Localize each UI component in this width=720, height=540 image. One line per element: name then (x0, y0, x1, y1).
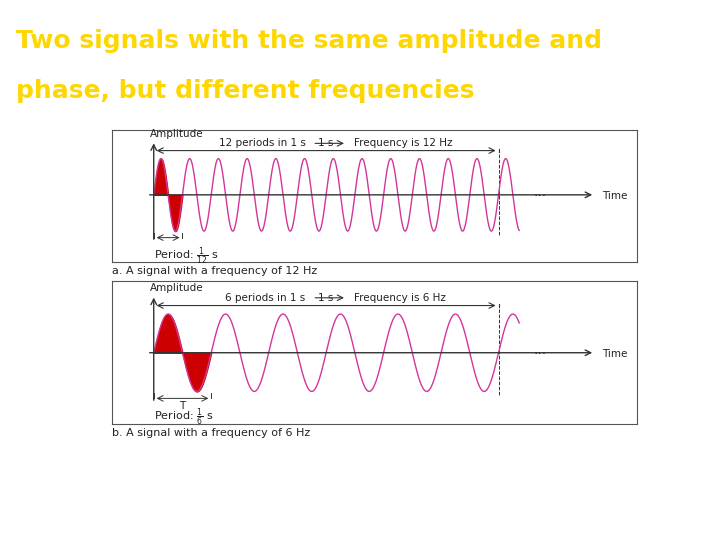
Text: Amplitude: Amplitude (150, 283, 204, 293)
Text: b. A signal with a frequency of 6 Hz: b. A signal with a frequency of 6 Hz (112, 428, 310, 438)
Text: 12 periods in 1 s: 12 periods in 1 s (219, 138, 305, 149)
Text: Two signals with the same amplitude and: Two signals with the same amplitude and (16, 29, 602, 52)
Text: ...: ... (533, 185, 546, 199)
Text: Time: Time (602, 349, 627, 359)
Text: Amplitude: Amplitude (150, 129, 204, 139)
Text: 1 s: 1 s (318, 138, 334, 149)
Text: Period: $\frac{1}{6}$ s: Period: $\frac{1}{6}$ s (154, 407, 213, 428)
Text: 1 s: 1 s (318, 293, 334, 303)
Text: phase, but different frequencies: phase, but different frequencies (16, 79, 474, 103)
Text: 6 periods in 1 s: 6 periods in 1 s (225, 293, 305, 303)
Text: a. A signal with a frequency of 12 Hz: a. A signal with a frequency of 12 Hz (112, 266, 317, 276)
Text: Frequency is 6 Hz: Frequency is 6 Hz (354, 293, 446, 303)
Text: Period: $\frac{1}{12}$ s: Period: $\frac{1}{12}$ s (154, 246, 218, 267)
Text: Frequency is 12 Hz: Frequency is 12 Hz (354, 138, 452, 149)
Text: T: T (179, 401, 186, 411)
Text: ...: ... (533, 343, 546, 356)
Text: Time: Time (602, 191, 627, 201)
